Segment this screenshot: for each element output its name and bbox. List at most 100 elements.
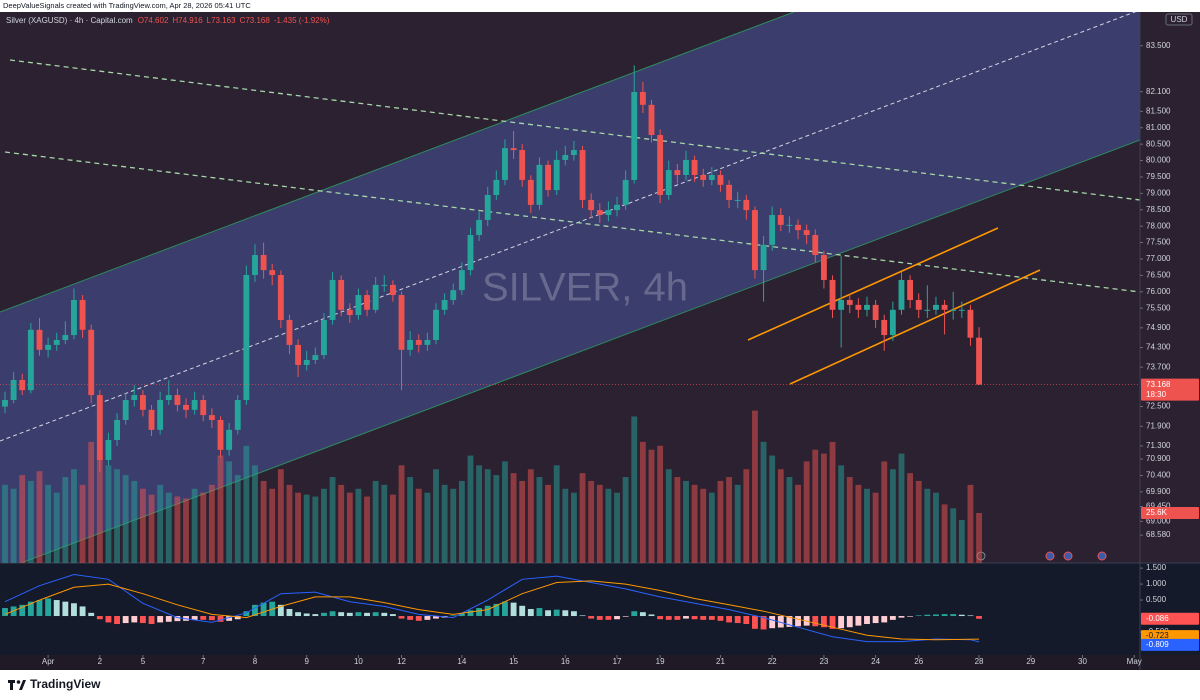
macd-histogram-bar (139, 616, 146, 624)
candle-body (579, 150, 586, 200)
y-tick-label: 0.500 (1146, 595, 1167, 604)
candle-body (786, 224, 793, 226)
candle-body (570, 150, 577, 155)
candle-body (476, 219, 483, 236)
last-price: 73.168 (1146, 380, 1171, 389)
candle-body (217, 420, 224, 450)
y-tick-label: 1.500 (1146, 563, 1167, 572)
candle-body (260, 255, 267, 271)
macd-histogram-bar (889, 616, 896, 620)
volume-bar (493, 475, 500, 563)
candle-body (277, 275, 284, 320)
y-tick-label: 76.000 (1146, 287, 1171, 296)
volume-bar (277, 469, 284, 563)
volume-bar (321, 488, 327, 563)
volume-bar (260, 480, 267, 563)
candle-body (269, 270, 276, 276)
y-tick-label: 78.500 (1146, 205, 1171, 214)
candle-body (898, 279, 905, 310)
macd-line-tag: -0.809 (1146, 640, 1169, 649)
macd-histogram-bar (174, 616, 181, 622)
x-tick-label: 5 (141, 657, 146, 666)
candle-body (96, 395, 103, 461)
candle-body (122, 399, 129, 421)
macd-histogram-bar (864, 616, 870, 625)
volume-bar (812, 449, 819, 563)
time-axis (0, 655, 1200, 670)
volume-bar (562, 488, 569, 563)
currency-box (1165, 13, 1193, 26)
macd-histogram-bar (45, 598, 52, 617)
candle-body (760, 244, 767, 271)
volume-bar (62, 477, 69, 563)
macd-histogram-bar (752, 616, 758, 629)
macd-histogram-bar (484, 605, 491, 617)
volume-bar (458, 480, 465, 563)
volume-bar (157, 484, 164, 563)
macd-histogram-bar (252, 604, 258, 617)
macd-histogram-bar (27, 601, 34, 617)
candle-body (139, 395, 146, 410)
candle-body (441, 299, 448, 310)
candle-body (683, 159, 689, 176)
watermark: SILVER, 4h (482, 266, 688, 310)
volume-bar (820, 453, 827, 563)
macd-histogram-bar (88, 612, 95, 617)
macd-histogram-bar (329, 611, 336, 617)
volume-bar (484, 469, 491, 563)
volume-bar (467, 455, 474, 563)
candle-body (881, 319, 888, 336)
volume-bar (191, 488, 198, 563)
volume-bar (381, 484, 388, 563)
macd-line-tag: -0.723 (1146, 631, 1169, 640)
volume-bar (174, 496, 181, 563)
volume-bar (665, 469, 672, 563)
macd-histogram-bar (579, 615, 586, 617)
macd-histogram-bar (217, 616, 224, 622)
candle-body (71, 299, 77, 336)
volume-bar (803, 461, 810, 563)
candle-body (493, 179, 500, 196)
macd-histogram-bar (493, 603, 500, 617)
candle-body (372, 284, 379, 310)
macd-histogram-bar (303, 613, 310, 617)
volume-bar (958, 520, 965, 563)
candle-body (415, 339, 422, 345)
footer (0, 670, 1200, 700)
volume-bar (252, 465, 258, 563)
macd-histogram-bar (743, 616, 750, 625)
candle-body (183, 404, 189, 410)
volume-bar (527, 469, 534, 563)
y-tick-label: 70.400 (1146, 471, 1171, 480)
candles (2, 65, 982, 473)
macd-histogram-bar (691, 616, 698, 620)
candle-body (562, 154, 569, 160)
macd-histogram-bar (950, 614, 957, 617)
volume-bar (639, 441, 646, 563)
volume-bar (872, 492, 879, 563)
macd-histogram-bar (907, 616, 914, 617)
macd-histogram-bar (381, 612, 388, 617)
candle-body (777, 215, 784, 225)
volume-bars (2, 410, 982, 563)
volume-bar (519, 480, 526, 563)
y-tick-label: 74.300 (1146, 343, 1171, 352)
macd-histogram-bar (631, 611, 638, 617)
volume-bar (234, 475, 241, 563)
brand: TradingView (30, 677, 101, 691)
candle-body (226, 429, 233, 450)
drawings (0, 12, 1140, 563)
candle-body (855, 304, 862, 310)
x-tick-label: 30 (1078, 657, 1087, 666)
volume-bar (346, 492, 353, 563)
candle-body (62, 335, 69, 340)
volume-bar (441, 484, 448, 563)
macd-histogram-bar (476, 608, 483, 617)
x-tick-label: 28 (975, 657, 984, 666)
volume-bar (889, 469, 896, 563)
candle-body (191, 399, 198, 410)
candle-body (588, 199, 595, 211)
volume-bar (777, 469, 784, 563)
y-tick-label: 74.900 (1146, 323, 1171, 332)
y-tick-label: 83.500 (1146, 41, 1171, 50)
